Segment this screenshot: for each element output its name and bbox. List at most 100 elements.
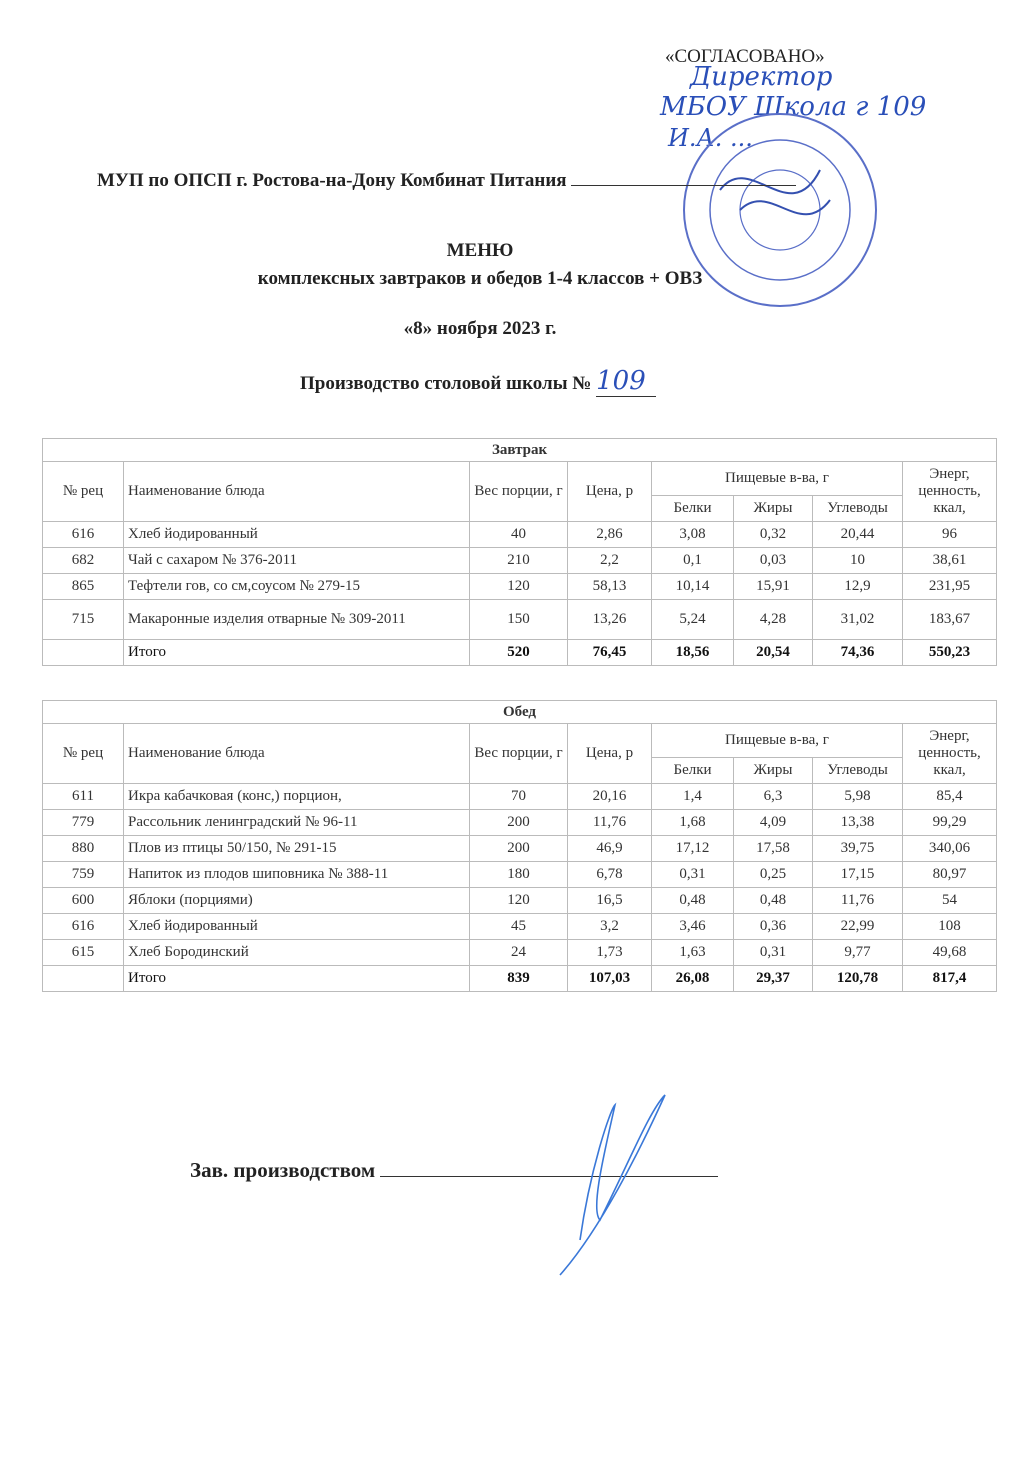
breakfast-table: Завтрак № рец Наименование блюда Вес порции… bbox=[41, 438, 998, 666]
cell-protein: 5,24 bbox=[651, 599, 734, 640]
cell-rec: 616 bbox=[42, 913, 124, 940]
cell-protein: 0,1 bbox=[651, 547, 734, 574]
total-carbs: 74,36 bbox=[812, 639, 903, 666]
cell-protein: 1,63 bbox=[651, 939, 734, 966]
cell-name: Напиток из плодов шиповника № 388-11 bbox=[123, 861, 470, 888]
cell-energy: 183,67 bbox=[901, 599, 998, 640]
table-row: 715 Макаронные изделия отварные № 309-201… bbox=[42, 599, 998, 640]
cell-fat: 15,91 bbox=[733, 573, 813, 600]
cell-protein: 1,4 bbox=[651, 783, 734, 810]
total-row: Итого 839 107,03 26,08 29,37 120,78 817,4 bbox=[42, 965, 998, 992]
cell-price: 13,26 bbox=[567, 599, 652, 640]
cell-carbs: 31,02 bbox=[812, 599, 903, 640]
col-price: Цена, р bbox=[567, 723, 652, 784]
lunch-table: Обед № рец Наименование блюда Вес порции, г… bbox=[41, 700, 998, 992]
cell-energy: 80,97 bbox=[901, 861, 998, 888]
cell-energy: 96 bbox=[901, 521, 998, 548]
approval-handwritten-position: Директор bbox=[690, 62, 833, 92]
handwritten-signature bbox=[559, 1094, 666, 1276]
cell-price: 2,86 bbox=[567, 521, 652, 548]
official-stamp bbox=[683, 113, 877, 307]
menu-title: МЕНЮ bbox=[446, 240, 514, 261]
cell-weight: 200 bbox=[469, 835, 568, 862]
cell-empty bbox=[42, 639, 124, 666]
approval-handwritten-name: И.А. ... bbox=[668, 124, 753, 152]
cell-fat: 4,28 bbox=[733, 599, 813, 640]
cell-price: 3,2 bbox=[567, 913, 652, 940]
cell-carbs: 39,75 bbox=[812, 835, 903, 862]
cell-fat: 0,03 bbox=[733, 547, 813, 574]
subheader-row: Белки Жиры Углеводы bbox=[43, 495, 997, 522]
table-row: 616 Хлеб йодированный 45 3,2 3,46 0,36 22,99 10… bbox=[42, 913, 998, 940]
cell-name: Яблоки (порциями) bbox=[123, 887, 470, 914]
cell-protein: 1,68 bbox=[651, 809, 734, 836]
production-text: Производство столовой школы № bbox=[300, 373, 592, 394]
table-row: 759 Напиток из плодов шиповника № 388-11 1… bbox=[42, 861, 998, 888]
table-row: 611 Икра кабачковая (конс,) порцион, 70 20,… bbox=[42, 783, 998, 810]
cell-weight: 210 bbox=[469, 547, 568, 574]
total-weight: 839 bbox=[469, 965, 568, 992]
col-energy: Энерг, ценность, ккал, bbox=[901, 723, 998, 784]
cell-name: Хлеб йодированный bbox=[123, 913, 470, 940]
cell-name: Хлеб йодированный bbox=[123, 521, 470, 548]
cell-protein: 3,46 bbox=[651, 913, 734, 940]
col-weight: Вес порции, г bbox=[469, 461, 568, 522]
cell-fat: 6,3 bbox=[733, 783, 813, 810]
cell-name: Макаронные изделия отварные № 309-2011 bbox=[123, 599, 470, 640]
cell-price: 6,78 bbox=[567, 861, 652, 888]
cell-energy: 38,61 bbox=[901, 547, 998, 574]
cell-fat: 0,48 bbox=[733, 887, 813, 914]
col-carbs: Углеводы bbox=[812, 495, 903, 522]
table-row: 682 Чай с сахаром № 376-2011 210 2,2 0,1 0,03… bbox=[42, 547, 998, 574]
total-protein: 18,56 bbox=[651, 639, 734, 666]
cell-rec: 682 bbox=[42, 547, 124, 574]
header-row: № рец Наименование блюда Вес порции, г Цена… bbox=[42, 461, 998, 522]
section-title-row: Обед bbox=[41, 700, 998, 724]
col-rec: № рец bbox=[42, 461, 124, 522]
col-energy: Энерг, ценность, ккал, bbox=[901, 461, 998, 522]
approval-label: «СОГЛАСОВАНО» bbox=[665, 46, 825, 67]
cell-price: 20,16 bbox=[567, 783, 652, 810]
col-nutrients: Пищевые в-ва, г bbox=[651, 461, 903, 496]
table-row: 865 Тефтели гов, со см,соусом № 279-15 120… bbox=[42, 573, 998, 600]
cell-fat: 4,09 bbox=[733, 809, 813, 836]
cell-rec: 611 bbox=[42, 783, 124, 810]
col-rec: № рец bbox=[42, 723, 124, 784]
total-price: 76,45 bbox=[567, 639, 652, 666]
total-fat: 20,54 bbox=[733, 639, 813, 666]
cell-empty bbox=[42, 965, 124, 992]
cell-weight: 120 bbox=[469, 573, 568, 600]
cell-energy: 99,29 bbox=[901, 809, 998, 836]
cell-carbs: 11,76 bbox=[812, 887, 903, 914]
cell-energy: 85,4 bbox=[901, 783, 998, 810]
cell-price: 1,73 bbox=[567, 939, 652, 966]
cell-price: 58,13 bbox=[567, 573, 652, 600]
total-protein: 26,08 bbox=[651, 965, 734, 992]
cell-rec: 615 bbox=[42, 939, 124, 966]
cell-carbs: 17,15 bbox=[812, 861, 903, 888]
cell-name: Икра кабачковая (конс,) порцион, bbox=[123, 783, 470, 810]
cell-rec: 759 bbox=[42, 861, 124, 888]
col-weight: Вес порции, г bbox=[469, 723, 568, 784]
cell-carbs: 20,44 bbox=[812, 521, 903, 548]
cell-fat: 17,58 bbox=[733, 835, 813, 862]
school-number: 109 bbox=[596, 366, 657, 397]
cell-rec: 616 bbox=[42, 521, 124, 548]
approval-handwritten-school: МБОУ Школа г 109 bbox=[660, 92, 927, 122]
subheader-row: Белки Жиры Углеводы bbox=[43, 757, 997, 784]
menu-date: «8» ноября 2023 г. bbox=[403, 318, 557, 339]
cell-carbs: 10 bbox=[812, 547, 903, 574]
table-row: 600 Яблоки (порциями) 120 16,5 0,48 0,48 11,76… bbox=[42, 887, 998, 914]
col-name: Наименование блюда bbox=[123, 461, 470, 522]
col-fat: Жиры bbox=[733, 495, 813, 522]
cell-rec: 865 bbox=[42, 573, 124, 600]
cell-protein: 0,48 bbox=[651, 887, 734, 914]
section-title-row: Завтрак bbox=[41, 438, 998, 462]
col-protein: Белки bbox=[651, 757, 734, 784]
header-row: № рец Наименование блюда Вес порции, г Цена… bbox=[42, 723, 998, 784]
cell-carbs: 12,9 bbox=[812, 573, 903, 600]
total-label: Итого bbox=[123, 639, 470, 666]
total-energy: 817,4 bbox=[901, 965, 998, 992]
cell-rec: 715 bbox=[42, 599, 124, 640]
col-nutrients: Пищевые в-ва, г bbox=[651, 723, 903, 758]
